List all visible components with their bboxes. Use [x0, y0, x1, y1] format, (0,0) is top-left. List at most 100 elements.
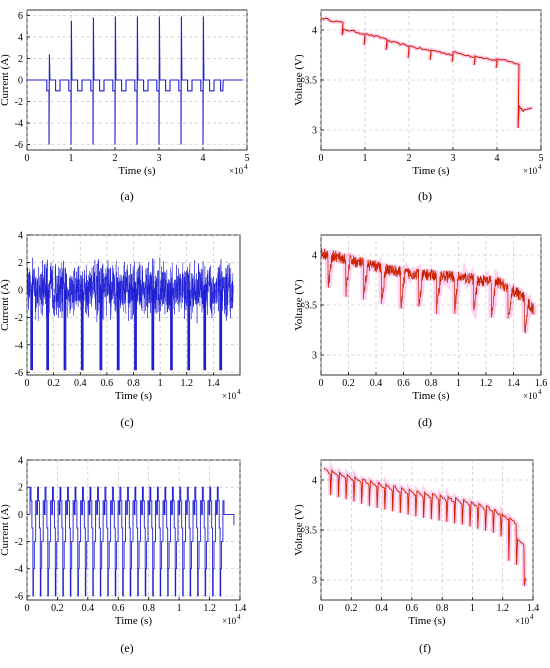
x-tick-label: 3 [157, 153, 162, 164]
x-tick-label: 1.2 [203, 603, 216, 614]
x-axis-label: Time (s) [408, 615, 446, 627]
chart-panel-d: 0 0.2 0.4 0.6 0.8 1 1.2 1.4 1.6 3 3.5 4 Time (s) Volt… [293, 234, 547, 429]
x-tick-label: 0.6 [397, 378, 410, 389]
x-tick-label: 1 [158, 378, 163, 389]
series-voltage-line [323, 467, 526, 586]
x-tick-label: 2 [113, 153, 118, 164]
current-spike [30, 289, 33, 371]
x-axis-exponent: 4 [530, 613, 534, 621]
series-group [322, 460, 528, 587]
x-tick-label: 1 [456, 378, 461, 389]
x-tick-label: 1.4 [507, 378, 520, 389]
y-tick-label: -4 [15, 340, 23, 351]
x-tick-label: 0.6 [406, 603, 419, 614]
y-axis-label: Voltage (V) [293, 54, 305, 106]
x-tick-label: 2 [407, 153, 412, 164]
x-tick-label: 1 [470, 603, 475, 614]
current-spike [80, 289, 84, 371]
x-tick-label: 1.2 [496, 603, 509, 614]
x-axis-exponent: 4 [244, 163, 248, 171]
y-tick-label: 3.5 [305, 301, 318, 312]
x-tick-label: 5 [539, 153, 544, 164]
y-tick-label: 2 [18, 54, 23, 65]
current-spike [46, 289, 49, 371]
y-tick-label: 3 [312, 576, 317, 587]
x-tick-label: 0.6 [101, 378, 114, 389]
x-tick-label: 4 [495, 153, 500, 164]
x-axis-multiplier: ×10 [523, 166, 538, 176]
y-tick-label: 2 [18, 258, 23, 269]
x-tick-label: 0.8 [425, 378, 438, 389]
x-axis-exponent: 4 [237, 613, 241, 621]
x-tick-label: 0.2 [345, 603, 358, 614]
x-axis-exponent: 4 [538, 163, 542, 171]
current-spike [99, 289, 103, 371]
x-tick-label: 0.2 [342, 378, 355, 389]
x-tick-label: 0.2 [47, 378, 60, 389]
panel-label: (a) [120, 189, 133, 203]
current-spike [63, 289, 67, 371]
x-axis-multiplier: ×10 [523, 391, 538, 401]
y-tick-label: 2 [18, 483, 23, 494]
x-tick-label: 1.4 [527, 603, 540, 614]
series-current-line [27, 16, 243, 145]
y-tick-label: 3 [312, 126, 317, 137]
x-tick-label: 0 [25, 603, 30, 614]
series-group [27, 16, 243, 145]
series-group [321, 247, 538, 334]
series-current-square [29, 486, 235, 597]
x-tick-label: 0 [319, 153, 324, 164]
y-tick-label: -6 [15, 140, 23, 151]
y-tick-label: -4 [15, 564, 23, 575]
y-tick-label: 3.5 [305, 76, 318, 87]
x-axis-exponent: 4 [237, 388, 241, 396]
x-tick-label: 0.4 [370, 378, 383, 389]
y-tick-label: -4 [15, 119, 23, 130]
x-axis-label: Time (s) [412, 390, 450, 402]
y-tick-label: 4 [312, 26, 317, 37]
x-tick-label: 1.2 [181, 378, 194, 389]
current-spike [170, 289, 173, 371]
x-tick-label: 1.2 [480, 378, 493, 389]
x-axis-multiplier: ×10 [222, 391, 237, 401]
y-tick-label: 4 [18, 32, 23, 43]
x-tick-label: 0.2 [51, 603, 64, 614]
y-tick-label: 3 [312, 351, 317, 362]
x-tick-label: 0.8 [142, 603, 155, 614]
x-tick-label: 0.6 [112, 603, 125, 614]
x-tick-label: 0.8 [127, 378, 140, 389]
x-tick-label: 1 [69, 153, 74, 164]
y-tick-label: -2 [15, 97, 23, 108]
x-tick-label: 1 [363, 153, 368, 164]
y-axis-label: Current (A) [0, 54, 11, 106]
y-tick-label: 3.5 [305, 526, 318, 537]
current-spike [134, 289, 137, 371]
chart-panel-f: 0 0.2 0.4 0.6 0.8 1 1.2 1.4 3 3.5 4 Time (s) Voltage… [293, 459, 540, 655]
x-axis-multiplier: ×10 [515, 616, 530, 626]
series-group [321, 16, 533, 129]
y-tick-label: -6 [15, 368, 23, 379]
current-spike [116, 289, 120, 371]
x-tick-label: 1.4 [234, 603, 247, 614]
x-tick-label: 0 [319, 378, 324, 389]
y-axis-label: Voltage (V) [293, 279, 305, 331]
x-tick-label: 0.4 [74, 378, 87, 389]
y-tick-label: 0 [18, 510, 23, 521]
y-tick-label: 0 [18, 285, 23, 296]
y-axis-label: Voltage (V) [293, 504, 305, 556]
y-tick-label: 6 [18, 11, 23, 22]
y-tick-label: -2 [15, 537, 23, 548]
series-voltage-line [321, 17, 533, 129]
series-voltage-line [321, 247, 535, 334]
current-spike [151, 289, 155, 371]
y-tick-label: -6 [15, 591, 23, 602]
panel-label: (c) [120, 415, 133, 429]
current-spike [219, 289, 223, 371]
y-tick-label: 4 [18, 456, 23, 467]
x-tick-label: 0 [25, 153, 30, 164]
x-tick-label: 0 [319, 603, 324, 614]
x-axis-multiplier: ×10 [222, 616, 237, 626]
